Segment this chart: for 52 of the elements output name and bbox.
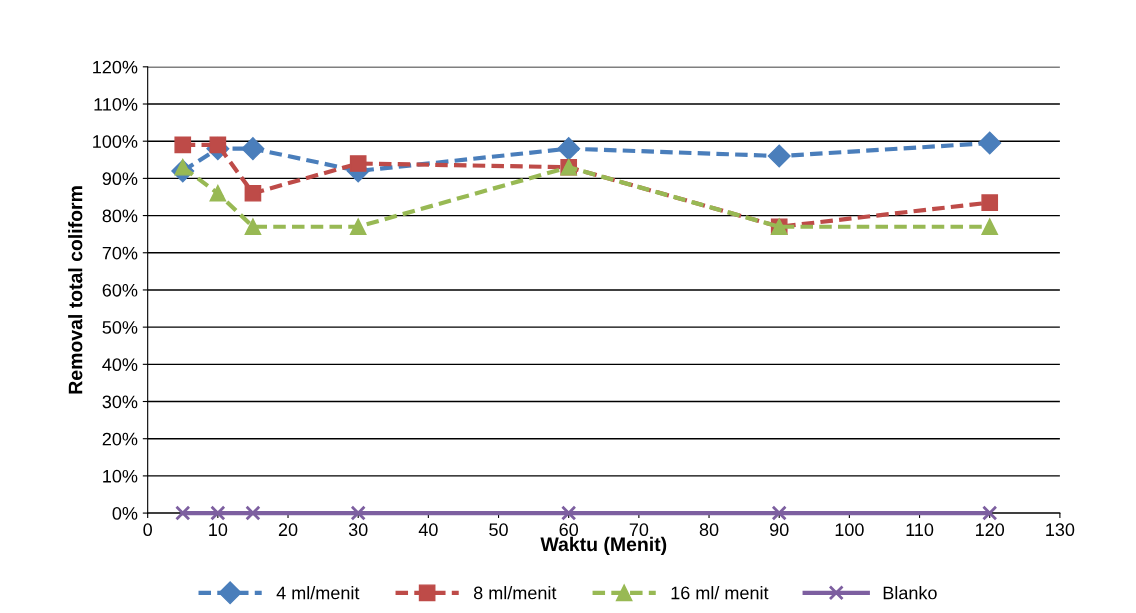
y-tick-label: 20%: [102, 432, 138, 446]
point: [241, 137, 265, 161]
x-tick-label: 50: [489, 523, 508, 537]
x-tick-label: 60: [559, 523, 579, 537]
point: [561, 505, 577, 521]
point: [981, 218, 999, 236]
y-tick-label: 110%: [94, 97, 138, 111]
x-axis-title: Waktu (Menit): [540, 536, 667, 555]
point: [981, 194, 999, 211]
x-tick-label: 0: [143, 523, 152, 537]
point: [245, 505, 261, 521]
y-tick-label: 50%: [102, 321, 138, 334]
y-axis-title: Removal total coliform: [68, 186, 83, 394]
x-tick-label: 30: [348, 523, 368, 537]
point: [175, 505, 191, 521]
y-tick-label: 100%: [93, 135, 138, 148]
x-tick-label: 120: [976, 523, 1005, 537]
y-tick-label: 30%: [102, 395, 138, 409]
x-tick-label: 110: [906, 523, 934, 537]
point: [767, 144, 791, 168]
y-tick-label: 0%: [112, 507, 138, 520]
x-tick-label: 20: [278, 523, 298, 537]
point: [349, 218, 367, 236]
x-tick-label: 70: [629, 523, 649, 537]
point: [982, 505, 998, 521]
point: [244, 184, 262, 202]
x-tick-label: 10: [209, 523, 228, 537]
point: [350, 505, 366, 521]
x-tick-label: 100: [835, 523, 864, 537]
y-tick-label: 120%: [93, 60, 138, 74]
legend-label: 4 ml/menit: [276, 586, 360, 600]
x-tick-label: 130: [1046, 523, 1075, 537]
point: [209, 184, 227, 202]
legend-label: 8 ml/menit: [473, 586, 557, 600]
x-tick-label: 80: [699, 523, 719, 537]
point: [557, 137, 581, 161]
point: [174, 136, 192, 154]
x-tick-label: 90: [770, 523, 789, 537]
y-tick-label: 10%: [103, 469, 138, 483]
x-tick-label: 40: [418, 523, 438, 537]
y-tick-label: 70%: [102, 246, 138, 260]
point: [349, 155, 367, 172]
point: [978, 131, 1002, 155]
y-tick-label: 80%: [102, 209, 138, 223]
y-tick-label: 60%: [102, 283, 138, 297]
point: [210, 505, 226, 521]
legend-label: Blanko: [883, 586, 937, 600]
legend-label: 16 ml/ menit: [671, 586, 769, 600]
point: [771, 505, 787, 521]
point: [244, 218, 262, 236]
y-tick-label: 40%: [102, 358, 138, 372]
y-tick-label: 90%: [102, 172, 138, 186]
